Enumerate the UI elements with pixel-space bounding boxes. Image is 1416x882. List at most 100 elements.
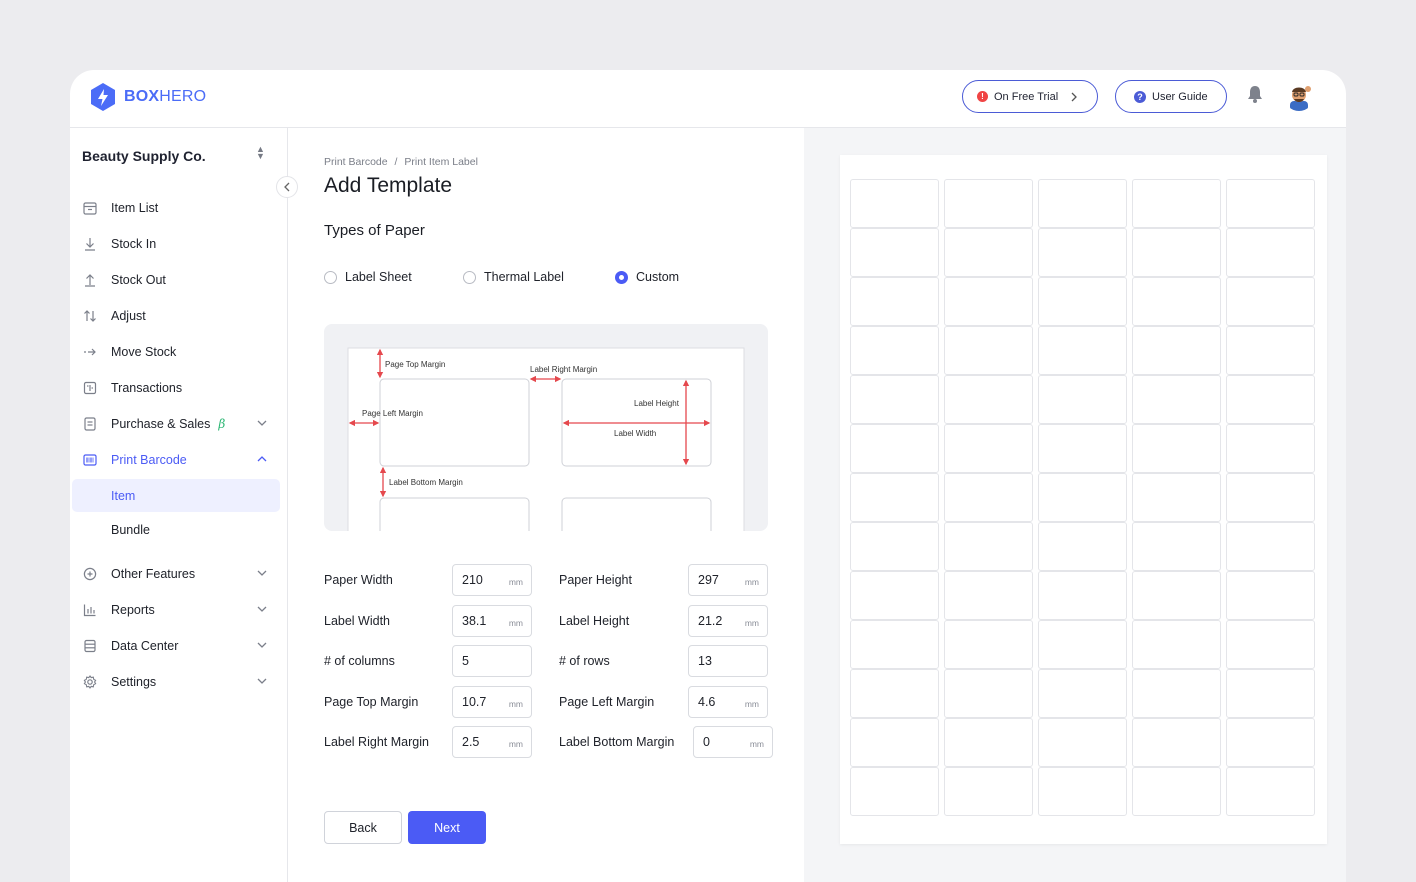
sidebar-item-purchase-sales[interactable]: Purchase & Sales β (70, 406, 288, 442)
breadcrumb-print-item-label[interactable]: Print Item Label (404, 156, 478, 168)
sidebar: Beauty Supply Co. ▲ ▼ Item List Stock In … (70, 128, 298, 882)
free-trial-button[interactable]: ! On Free Trial (962, 80, 1098, 113)
paper-width-input[interactable]: 210 mm (452, 564, 532, 596)
swap-vertical-icon (82, 308, 98, 324)
label-cell (1132, 620, 1221, 669)
label-cell (1038, 179, 1127, 228)
page-top-margin-input[interactable]: 10.7 mm (452, 686, 532, 718)
sidebar-item-move-stock[interactable]: Move Stock (70, 334, 288, 370)
app-window: BOXHERO ! On Free Trial ? User Guide (70, 70, 1346, 882)
sidebar-item-transactions[interactable]: Transactions (70, 370, 288, 406)
field-label: Paper Width (324, 573, 393, 587)
diagram-label-right: Label Right Margin (530, 365, 597, 374)
radio-label: Thermal Label (484, 270, 564, 284)
label-cell (1132, 669, 1221, 718)
sidebar-item-reports[interactable]: Reports (70, 592, 288, 628)
company-name[interactable]: Beauty Supply Co. (82, 148, 206, 164)
field-label: Label Width (324, 614, 391, 628)
radio-circle[interactable] (324, 270, 337, 284)
label-cell (850, 228, 939, 277)
label-cell (1038, 522, 1127, 571)
sidebar-item-settings[interactable]: Settings (70, 664, 288, 700)
top-header: BOXHERO ! On Free Trial ? User Guide (70, 70, 1346, 128)
label-height-input[interactable]: 21.2 mm (688, 605, 768, 637)
label-right-margin-input[interactable]: 2.5 mm (452, 726, 532, 758)
alert-icon: ! (977, 91, 988, 102)
bell-icon[interactable] (1246, 84, 1264, 104)
field-unit: mm (508, 577, 523, 587)
ledger-icon (82, 380, 98, 396)
label-cell (1226, 228, 1315, 277)
sidebar-subitem-item[interactable]: Item (72, 479, 280, 512)
label-cell (1226, 669, 1315, 718)
field-label: Label Bottom Margin (559, 735, 675, 749)
radio-label-sheet[interactable]: Label Sheet (324, 270, 463, 284)
sidebar-item-label: Purchase & Sales (111, 417, 211, 431)
logo[interactable]: BOXHERO (90, 82, 206, 112)
chevron-left-icon (284, 182, 290, 192)
chevron-right-icon (1071, 92, 1078, 101)
label-cell (850, 669, 939, 718)
label-cell (1132, 522, 1221, 571)
label-preview-panel (804, 128, 1346, 882)
sidebar-item-label: Item List (111, 201, 159, 215)
next-button[interactable]: Next (408, 811, 486, 844)
sidebar-item-label: Print Barcode (111, 453, 187, 467)
sidebar-item-data-center[interactable]: Data Center (70, 628, 288, 664)
field-unit: mm (744, 699, 759, 709)
label-cell (1132, 424, 1221, 473)
field-value: 10.7 (462, 695, 487, 709)
radio-thermal-label[interactable]: Thermal Label (463, 270, 615, 284)
sidebar-item-label: Reports (111, 603, 155, 617)
label-width-input[interactable]: 38.1 mm (452, 605, 532, 637)
sidebar-item-print-barcode[interactable]: Print Barcode (70, 442, 288, 478)
field-label: # of columns (324, 654, 395, 668)
chevron-up-icon (257, 456, 267, 462)
label-cell (944, 326, 1033, 375)
paper-height-input[interactable]: 297 mm (688, 564, 768, 596)
sidebar-item-item-list[interactable]: Item List (70, 190, 288, 226)
radio-label: Label Sheet (345, 270, 412, 284)
free-trial-label: On Free Trial (994, 90, 1059, 103)
chevron-down-icon (257, 678, 267, 684)
label-cell (1038, 326, 1127, 375)
diagram-label-top: Page Top Margin (385, 360, 445, 369)
user-guide-label: User Guide (1152, 90, 1208, 103)
label-bottom-margin-input[interactable]: 0 mm (693, 726, 773, 758)
collapse-sidebar-button[interactable] (276, 176, 298, 198)
avatar[interactable] (1284, 81, 1314, 111)
field-unit: mm (749, 739, 764, 749)
company-switch-icon[interactable]: ▲ ▼ (256, 144, 265, 161)
label-cell (1132, 718, 1221, 767)
sidebar-item-other-features[interactable]: Other Features (70, 556, 288, 592)
label-cell (850, 522, 939, 571)
sidebar-item-stock-in[interactable]: Stock In (70, 226, 288, 262)
label-cell (1038, 669, 1127, 718)
label-cell (1226, 767, 1315, 816)
label-cell (850, 179, 939, 228)
diagram-label-height: Label Height (634, 399, 680, 408)
back-button[interactable]: Back (324, 811, 402, 844)
columns-input[interactable]: 5 (452, 645, 532, 677)
radio-circle-selected[interactable] (615, 270, 628, 284)
breadcrumb-print-barcode[interactable]: Print Barcode (324, 156, 388, 168)
margin-diagram-graphic: Page Top Margin Label Right Margin Page … (347, 347, 745, 531)
arrow-down-icon (82, 236, 98, 252)
calendar-box-icon (82, 200, 98, 216)
arrow-right-icon (82, 344, 98, 360)
diagram-label-left: Page Left Margin (362, 409, 423, 418)
page-left-margin-input[interactable]: 4.6 mm (688, 686, 768, 718)
label-cell (1226, 620, 1315, 669)
sidebar-subitem-bundle[interactable]: Bundle (111, 522, 150, 537)
label-cell (1132, 179, 1221, 228)
radio-custom[interactable]: Custom (615, 270, 679, 284)
label-cell (944, 473, 1033, 522)
label-cell (944, 424, 1033, 473)
sidebar-item-label: Move Stock (111, 345, 177, 359)
user-guide-button[interactable]: ? User Guide (1115, 80, 1227, 113)
sidebar-item-stock-out[interactable]: Stock Out (70, 262, 288, 298)
sidebar-item-adjust[interactable]: Adjust (70, 298, 288, 334)
radio-circle[interactable] (463, 270, 476, 284)
label-cell (850, 375, 939, 424)
rows-input[interactable]: 13 (688, 645, 768, 677)
